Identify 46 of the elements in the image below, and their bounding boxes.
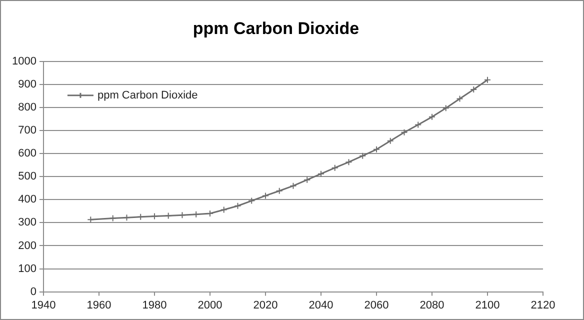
point xyxy=(386,137,394,144)
point xyxy=(372,146,380,153)
point xyxy=(456,95,464,102)
x-tick-label: 2080 xyxy=(420,299,444,312)
point xyxy=(331,164,338,172)
x-tick-label: 2100 xyxy=(475,299,500,312)
y-tick-label: 300 xyxy=(18,216,36,229)
x-tick-label: 2120 xyxy=(530,299,556,312)
point xyxy=(304,176,311,184)
point xyxy=(262,192,269,200)
point xyxy=(345,158,352,166)
point xyxy=(164,212,172,220)
y-tick-label: 400 xyxy=(18,194,36,206)
y-tick-label: 600 xyxy=(18,148,36,160)
point xyxy=(470,86,478,94)
point xyxy=(442,104,450,112)
point xyxy=(109,214,116,222)
x-tick-label: 1940 xyxy=(31,299,56,312)
y-tick-label: 100 xyxy=(18,262,36,275)
legend-label: ppm Carbon Dioxide xyxy=(97,89,198,102)
y-tick-label: 900 xyxy=(18,78,36,90)
point xyxy=(290,182,297,190)
point xyxy=(359,152,366,160)
x-tick-label: 1960 xyxy=(86,299,112,312)
y-tick-label: 700 xyxy=(18,124,36,137)
y-tick-label: 1000 xyxy=(12,55,36,68)
x-tick-label: 2020 xyxy=(253,299,278,312)
point xyxy=(428,113,436,120)
x-tick-label: 1980 xyxy=(142,299,167,312)
point xyxy=(234,202,242,210)
x-tick-label: 2000 xyxy=(198,299,222,312)
y-tick-label: 200 xyxy=(18,240,36,252)
x-tick-label: 2060 xyxy=(364,299,389,312)
point xyxy=(248,197,256,204)
point xyxy=(414,121,422,128)
y-tick-label: 500 xyxy=(18,170,36,183)
point xyxy=(400,128,408,136)
y-tick-label: 800 xyxy=(18,102,36,114)
point xyxy=(220,206,228,214)
x-tick-label: 2040 xyxy=(308,299,334,312)
point xyxy=(192,210,200,218)
point xyxy=(317,170,324,178)
point xyxy=(150,212,158,220)
y-tick-label: 0 xyxy=(30,286,36,298)
point xyxy=(276,187,283,194)
chart-title: ppm Carbon Dioxide xyxy=(192,18,360,38)
